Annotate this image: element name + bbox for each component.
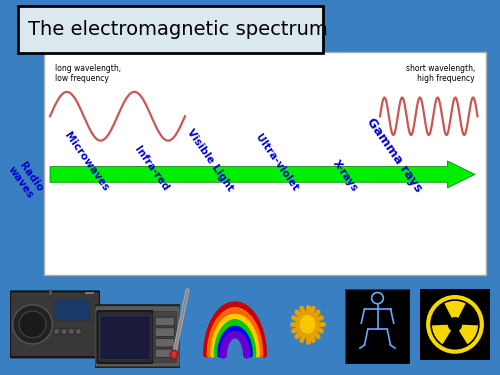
Text: X-rays: X-rays	[331, 158, 360, 193]
FancyBboxPatch shape	[18, 6, 322, 52]
Text: Radio
waves: Radio waves	[6, 158, 45, 200]
FancyArrow shape	[50, 161, 475, 188]
Text: Microwaves: Microwaves	[62, 130, 110, 193]
FancyBboxPatch shape	[44, 52, 486, 274]
Text: The electromagnetic spectrum: The electromagnetic spectrum	[28, 20, 327, 39]
Text: Visible Light: Visible Light	[185, 128, 235, 193]
Text: Ultra-violet: Ultra-violet	[254, 133, 300, 193]
Text: long wavelength,
low frequency: long wavelength, low frequency	[55, 64, 121, 83]
Text: Infra-red: Infra-red	[132, 145, 170, 193]
Text: short wavelength,
high frequency: short wavelength, high frequency	[406, 64, 475, 83]
Text: Gamma rays: Gamma rays	[364, 116, 425, 195]
